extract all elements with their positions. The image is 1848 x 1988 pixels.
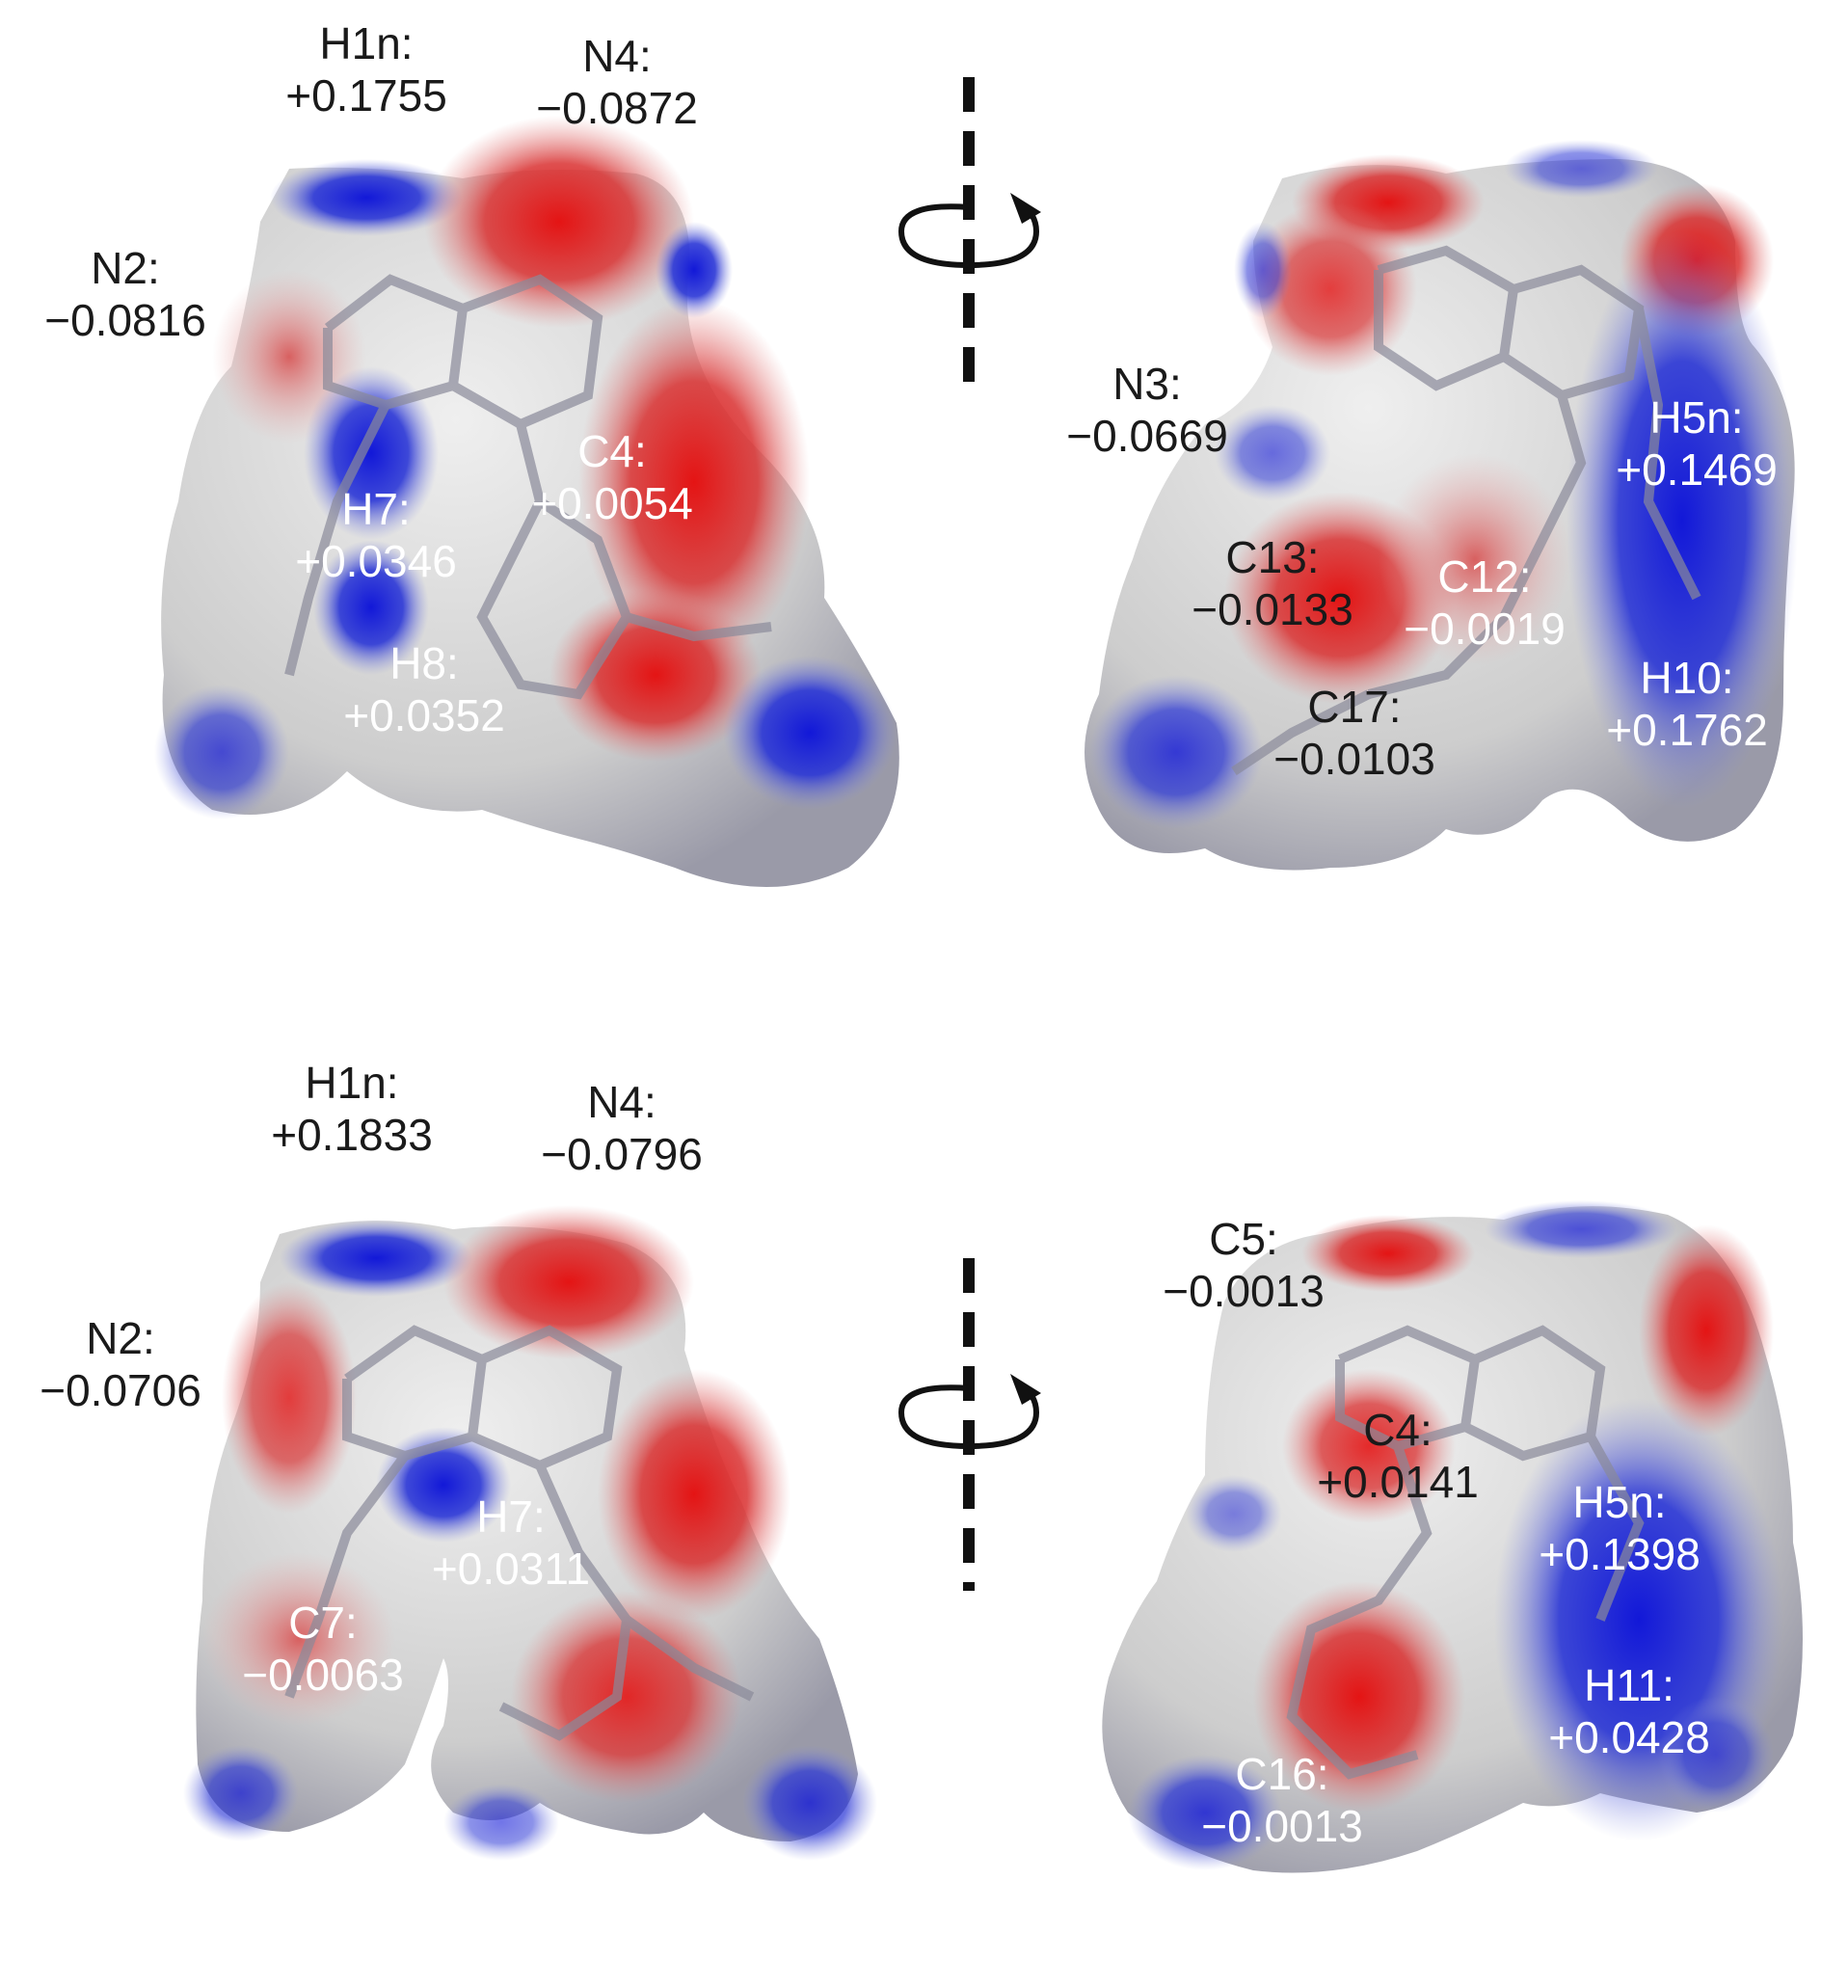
- label-c4-top: C4: +0.0054: [531, 426, 693, 528]
- label-h7-top: H7: +0.0346: [295, 484, 457, 586]
- label-c7: C7: −0.0063: [242, 1598, 404, 1700]
- label-n2-bottom: N2: −0.0706: [40, 1313, 201, 1415]
- label-h5n-bottom: H5n: +0.1398: [1539, 1477, 1701, 1579]
- ball-and-stick-molecule: [284, 274, 772, 700]
- ball-and-stick-molecule: [1286, 1325, 1645, 1780]
- label-c17: C17: −0.0103: [1273, 682, 1435, 784]
- label-h7-bottom: H7: +0.0311: [431, 1491, 591, 1594]
- label-c16: C16: −0.0013: [1201, 1749, 1363, 1851]
- label-c4-bottom: C4: +0.0141: [1317, 1405, 1479, 1507]
- rotation-arrow-icon: [897, 200, 1040, 269]
- ball-and-stick-molecule: [1231, 245, 1701, 776]
- label-h5n-top: H5n: +0.1469: [1616, 392, 1778, 495]
- label-h1n-top: H1n: +0.1755: [285, 18, 447, 121]
- label-h11: H11: +0.0428: [1548, 1660, 1710, 1762]
- surface-panel-bottom-left: [183, 1205, 877, 1861]
- label-c5: C5: −0.0013: [1163, 1214, 1325, 1316]
- label-c13: C13: −0.0133: [1192, 532, 1353, 634]
- rotation-arrow-icon: [897, 1381, 1040, 1450]
- ball-and-stick-molecule: [284, 1325, 755, 1741]
- label-c12: C12: −0.0019: [1404, 551, 1566, 654]
- label-h1n-bottom: H1n: +0.1833: [271, 1058, 433, 1160]
- label-n4-bottom: N4: −0.0796: [541, 1077, 703, 1179]
- label-h8-top: H8: +0.0352: [343, 638, 505, 740]
- rotation-axis-icon: [897, 77, 1041, 400]
- label-n3: N3: −0.0669: [1066, 359, 1228, 461]
- label-n2-top: N2: −0.0816: [44, 243, 206, 345]
- rotation-axis-icon: [897, 1258, 1041, 1591]
- surface-panel-bottom-right: [1102, 1200, 1803, 1873]
- label-h10: H10: +0.1762: [1606, 653, 1768, 755]
- surface-panel-top-right: [1085, 140, 1798, 871]
- label-n4-top: N4: −0.0872: [536, 31, 698, 133]
- surface-panel-top-left: [154, 116, 899, 887]
